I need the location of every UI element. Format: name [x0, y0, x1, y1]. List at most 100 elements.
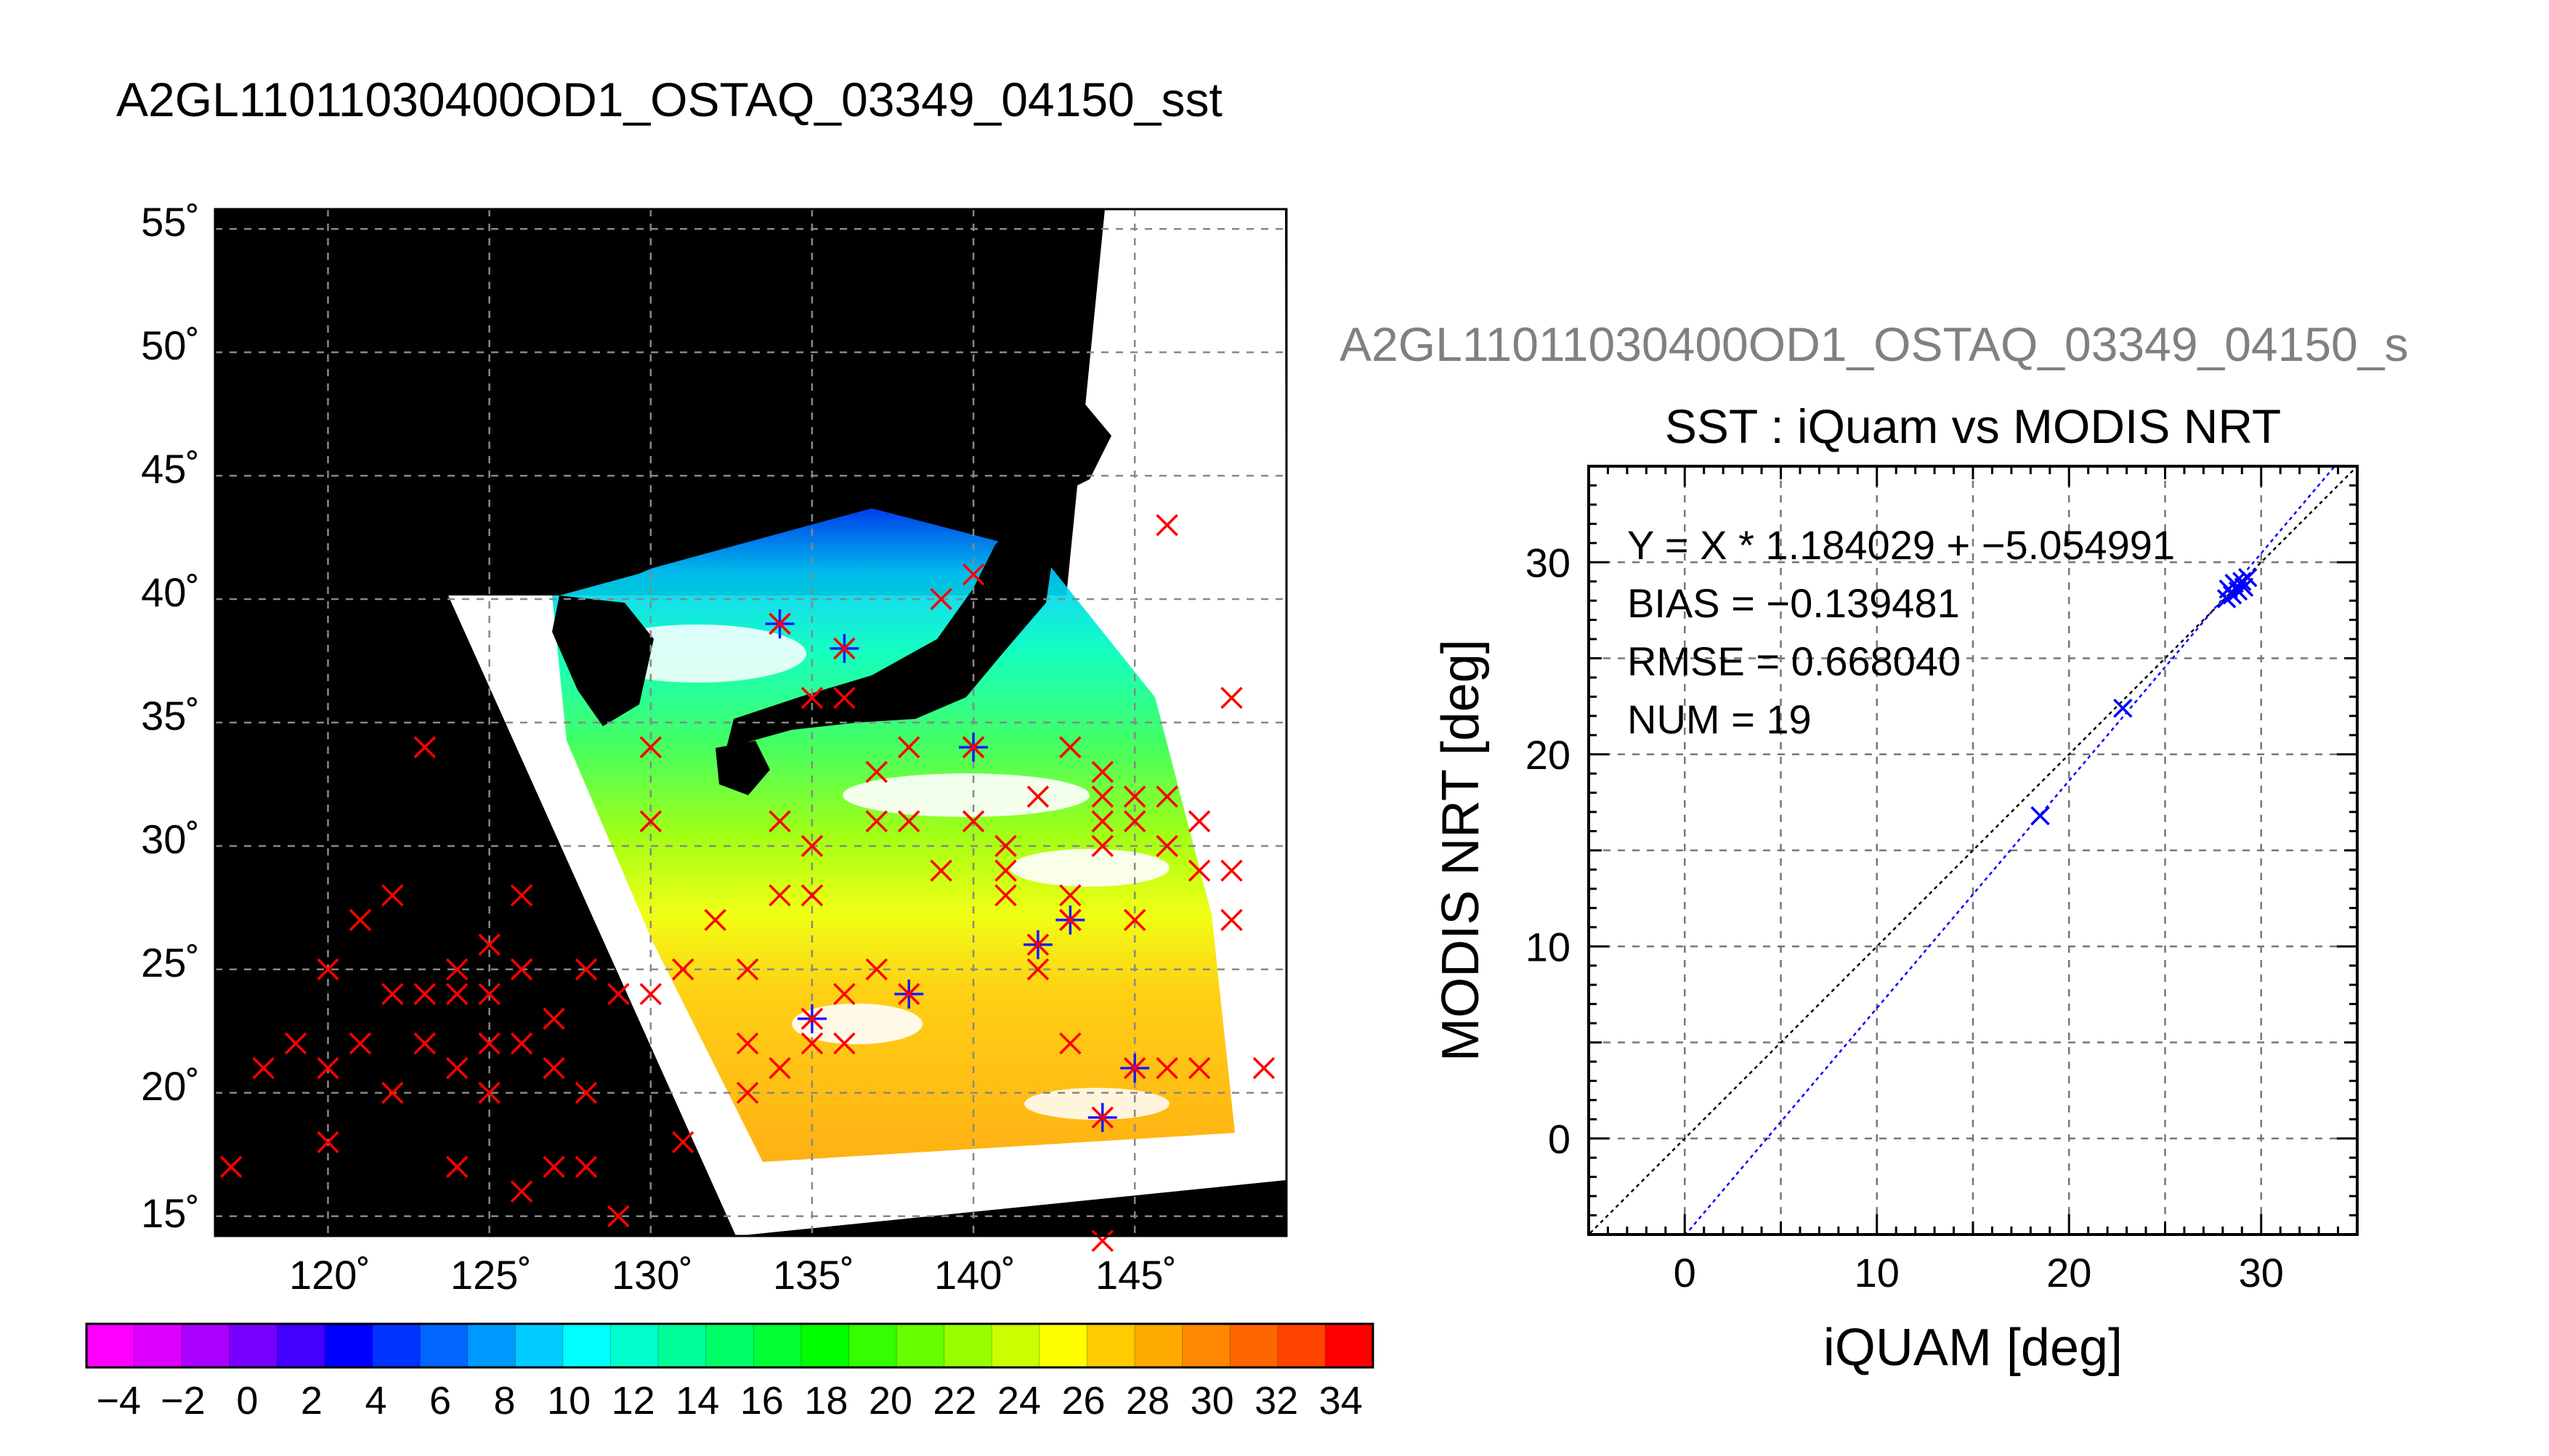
- lon-tick-label: 130˚: [612, 1252, 693, 1298]
- map-marker-blue-star: [1120, 1053, 1150, 1083]
- map-marker-red-x: [1091, 834, 1114, 858]
- map-marker-red-x-stroke: [543, 1057, 565, 1080]
- lat-tick-label: 35˚: [141, 693, 200, 739]
- colorbar-tick-label: 8: [494, 1379, 516, 1423]
- map-marker-red-x: [607, 983, 630, 1006]
- bias-stat: BIAS = −0.139481: [1627, 580, 1960, 626]
- map-marker-red-x-stroke: [736, 1032, 759, 1055]
- map-marker-red-x-stroke: [510, 958, 533, 981]
- map-marker-red-x: [639, 810, 662, 833]
- colorbar-segment: [1039, 1324, 1087, 1367]
- map-marker-red-x: [671, 958, 694, 981]
- y-tick-label: 0: [1548, 1116, 1571, 1162]
- map-marker-red-x-stroke: [930, 859, 952, 882]
- colorbar-segment: [182, 1324, 230, 1367]
- map-marker-red-x: [801, 1007, 824, 1030]
- y-tick-label: 30: [1525, 540, 1571, 585]
- map-marker-red-x: [543, 1057, 565, 1080]
- map-marker-red-x-stroke: [349, 1032, 372, 1055]
- scatter-reference-lines: [1589, 466, 2357, 1235]
- colorbar-segment: [801, 1324, 849, 1367]
- map-marker-red-x: [1026, 958, 1050, 981]
- map-marker-red-x-stroke: [1188, 810, 1211, 833]
- colorbar-frame: [85, 1322, 1374, 1369]
- colorbar-tick-label: 14: [676, 1379, 719, 1423]
- map-marker-red-x-stroke: [1156, 1057, 1178, 1080]
- map-marker-red-x: [1123, 810, 1146, 833]
- map-marker-red-x: [1188, 859, 1211, 882]
- map-marker-red-x-stroke: [1123, 908, 1146, 932]
- map-marker-red-x: [801, 1032, 824, 1055]
- scatter-y-axis: 0 10 20 30: [1525, 540, 1571, 1162]
- colorbar-tick-label: 6: [429, 1379, 451, 1423]
- map-marker-red-x: [445, 958, 469, 981]
- map-marker-red-x: [543, 1007, 565, 1030]
- y-tick-label: 10: [1525, 924, 1571, 969]
- map-marker-red-x: [639, 736, 662, 759]
- map-markers: [219, 513, 1276, 1253]
- map-marker-red-x-stroke: [639, 810, 662, 833]
- map-marker-red-x-stroke: [1156, 785, 1178, 808]
- data-point-stroke: [2113, 699, 2133, 718]
- cloud-patch: [1024, 1088, 1170, 1120]
- colorbar-segment: [420, 1324, 469, 1367]
- colorbar-segment: [658, 1324, 707, 1367]
- map-marker-red-x: [413, 983, 437, 1006]
- map-marker-red-x: [736, 1081, 759, 1105]
- map-marker-red-x-stroke: [1220, 908, 1243, 932]
- lon-tick-label: 140˚: [934, 1252, 1016, 1298]
- map-marker-red-x-stroke: [1059, 908, 1082, 932]
- map-marker-red-x: [317, 958, 339, 981]
- map-marker-red-x-stroke: [252, 1057, 275, 1080]
- map-marker-red-x: [1091, 1106, 1114, 1129]
- map-marker-red-x: [284, 1032, 307, 1055]
- colorbar-segment: [944, 1324, 992, 1367]
- map-marker-red-x: [865, 958, 888, 981]
- map-marker-red-x-stroke: [833, 1032, 856, 1055]
- map-marker-red-x-stroke: [317, 1057, 339, 1080]
- map-marker-red-x-stroke: [704, 908, 726, 932]
- map-marker-red-x: [994, 834, 1017, 858]
- map-marker-red-x: [1059, 736, 1082, 759]
- map-marker-red-x-stroke: [1091, 1106, 1114, 1129]
- map-marker-red-x: [801, 686, 824, 709]
- map-marker-red-x: [1220, 859, 1243, 882]
- map-marker-red-x-stroke: [1252, 1057, 1276, 1080]
- colorbar-tick-label: 0: [236, 1379, 258, 1423]
- colorbar-segment: [1325, 1324, 1374, 1367]
- map-marker-red-x: [736, 1032, 759, 1055]
- colorbar-tick-label: −2: [161, 1379, 206, 1423]
- map-marker-blue-star: [797, 1004, 827, 1033]
- map-marker-red-x-stroke: [865, 958, 888, 981]
- map-marker-red-x: [1220, 686, 1243, 709]
- map-marker-red-x-stroke: [1220, 686, 1243, 709]
- data-point: [2228, 581, 2248, 601]
- colorbar-segment: [1135, 1324, 1183, 1367]
- colorbar-tick-label: 24: [997, 1379, 1041, 1423]
- map-marker-red-x: [994, 859, 1017, 882]
- map-marker-red-x-stroke: [962, 736, 985, 759]
- map-marker-red-x: [833, 1032, 856, 1055]
- map-marker-red-x: [1156, 785, 1178, 808]
- map-marker-red-x: [1220, 908, 1243, 932]
- map-marker-red-x: [1026, 933, 1050, 956]
- map-marker-red-x: [1059, 884, 1082, 907]
- data-point-stroke: [2237, 568, 2258, 587]
- map-marker-red-x-stroke: [1091, 810, 1114, 833]
- map-marker-red-x: [1091, 760, 1114, 784]
- map-marker-red-x-stroke: [317, 958, 339, 981]
- land-sakhalin: [1032, 218, 1068, 378]
- num-stat: NUM = 19: [1627, 696, 1812, 742]
- map-marker-red-x: [607, 1205, 630, 1228]
- map-lat-axis: 55˚ 50˚ 45˚ 40˚ 35˚ 30˚ 25˚ 20˚ 15˚: [141, 199, 200, 1236]
- y-axis-label: MODIS NRT [deg]: [1432, 639, 1490, 1062]
- colorbar-segment: [1182, 1324, 1231, 1367]
- map-marker-red-x-stroke: [413, 736, 437, 759]
- map-lon-axis: 120˚ 125˚ 130˚ 135˚ 140˚ 145˚: [289, 1252, 1177, 1298]
- map-marker-red-x-stroke: [445, 958, 469, 981]
- map-marker-red-x-stroke: [801, 686, 824, 709]
- map-marker-red-x-stroke: [769, 810, 791, 833]
- colorbar-tick-label: 32: [1255, 1379, 1298, 1423]
- map-marker-red-x: [478, 983, 501, 1006]
- colorbar-tick-label: 12: [612, 1379, 655, 1423]
